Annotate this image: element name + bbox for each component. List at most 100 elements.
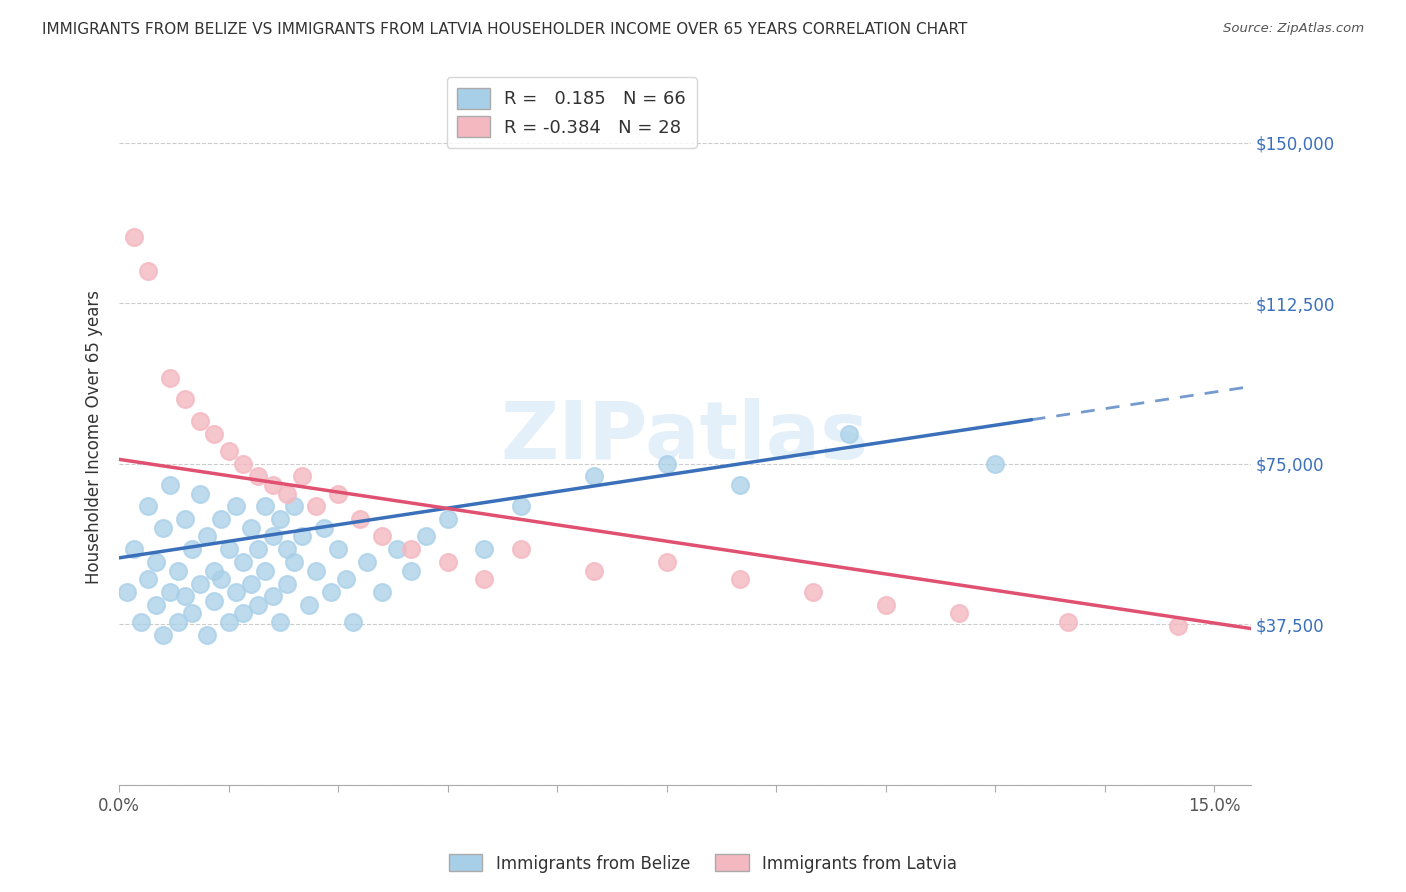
Point [145,555,167,569]
Point [269,512,291,526]
Point [283,500,305,514]
Point [262,590,284,604]
Point [312,521,335,535]
Point [342,615,364,629]
Point [239,521,262,535]
Point [276,542,298,557]
Point [305,500,328,514]
Point [254,564,277,578]
Legend: Immigrants from Belize, Immigrants from Latvia: Immigrants from Belize, Immigrants from … [443,847,963,880]
Point [371,585,394,599]
Point [728,478,751,492]
Point [159,585,181,599]
Point [138,500,160,514]
Point [232,607,254,621]
Point [115,585,138,599]
Point [232,555,254,569]
Point [195,529,218,543]
Point [202,593,225,607]
Point [838,426,860,441]
Point [436,512,458,526]
Point [509,542,531,557]
Point [202,564,225,578]
Point [472,542,495,557]
Point [399,542,422,557]
Point [335,572,357,586]
Point [582,469,605,483]
Point [262,529,284,543]
Point [195,628,218,642]
Point [356,555,378,569]
Point [948,607,970,621]
Point [218,443,240,458]
Point [152,521,174,535]
Point [399,564,422,578]
Point [385,542,408,557]
Point [225,585,247,599]
Y-axis label: Householder Income Over 65 years: Householder Income Over 65 years [86,290,103,584]
Point [211,572,233,586]
Point [202,426,225,441]
Point [218,615,240,629]
Point [305,564,328,578]
Point [232,457,254,471]
Point [218,542,240,557]
Point [129,615,152,629]
Point [349,512,371,526]
Point [159,371,181,385]
Point [371,529,394,543]
Text: IMMIGRANTS FROM BELIZE VS IMMIGRANTS FROM LATVIA HOUSEHOLDER INCOME OVER 65 YEAR: IMMIGRANTS FROM BELIZE VS IMMIGRANTS FRO… [42,22,967,37]
Point [211,512,233,526]
Point [801,585,824,599]
Point [1167,619,1189,633]
Point [174,512,197,526]
Point [159,478,181,492]
Point [655,555,678,569]
Point [225,500,247,514]
Point [415,529,437,543]
Point [984,457,1007,471]
Point [655,457,678,471]
Point [246,598,269,612]
Point [472,572,495,586]
Point [283,555,305,569]
Point [291,529,314,543]
Point [166,615,188,629]
Point [138,572,160,586]
Point [239,576,262,591]
Point [122,542,145,557]
Point [152,628,174,642]
Point [328,542,350,557]
Point [319,585,342,599]
Point [269,615,291,629]
Point [254,500,277,514]
Point [174,392,197,407]
Point [262,478,284,492]
Point [181,607,204,621]
Point [122,229,145,244]
Point [181,542,204,557]
Point [246,469,269,483]
Text: ZIPatlas: ZIPatlas [501,398,869,476]
Point [291,469,314,483]
Point [1057,615,1080,629]
Point [188,576,211,591]
Point [728,572,751,586]
Point [145,598,167,612]
Point [298,598,321,612]
Point [246,542,269,557]
Point [166,564,188,578]
Text: Source: ZipAtlas.com: Source: ZipAtlas.com [1223,22,1364,36]
Legend: R =   0.185   N = 66, R = -0.384   N = 28: R = 0.185 N = 66, R = -0.384 N = 28 [447,78,697,148]
Point [276,486,298,500]
Point [276,576,298,591]
Point [188,414,211,428]
Point [328,486,350,500]
Point [582,564,605,578]
Point [509,500,531,514]
Point [436,555,458,569]
Point [138,264,160,278]
Point [875,598,897,612]
Point [188,486,211,500]
Point [174,590,197,604]
